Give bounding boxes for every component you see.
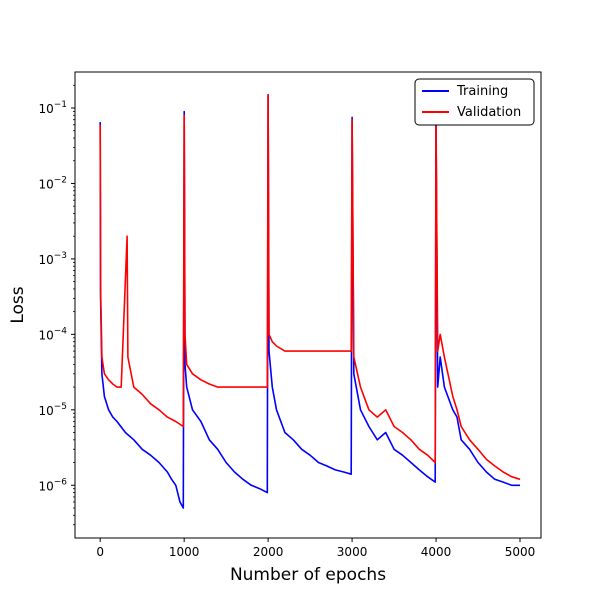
x-tick-label: 5000	[505, 545, 536, 559]
plot-frame	[74, 71, 542, 539]
x-tick-label: 2000	[253, 545, 284, 559]
y-tick-label: 10−3	[38, 251, 67, 267]
series-layer	[99, 93, 521, 509]
legend-label-validation: Validation	[457, 105, 521, 120]
y-axis-ticks: 10−6 10−5 10−4 10−3 10−2 10−1	[38, 84, 75, 526]
y-tick-label: 10−2	[38, 175, 67, 191]
y-tick-label: 10−6	[38, 477, 67, 493]
x-axis-label: Number of epochs	[230, 565, 386, 585]
x-axis-ticks: 0 1000 2000 3000 4000 5000	[96, 538, 535, 559]
y-tick-label: 10−1	[38, 100, 67, 116]
x-tick-label: 4000	[421, 545, 452, 559]
x-tick-label: 0	[96, 545, 104, 559]
x-tick-label: 3000	[337, 545, 368, 559]
legend-label-training: Training	[456, 84, 508, 99]
series-line-training	[99, 93, 520, 509]
y-tick-label: 10−5	[38, 402, 67, 418]
y-tick-label: 10−4	[38, 326, 67, 342]
series-line-validation	[99, 93, 521, 481]
x-tick-label: 1000	[169, 545, 200, 559]
legend: Training Validation	[414, 78, 535, 126]
y-axis-label: Loss	[8, 286, 28, 323]
